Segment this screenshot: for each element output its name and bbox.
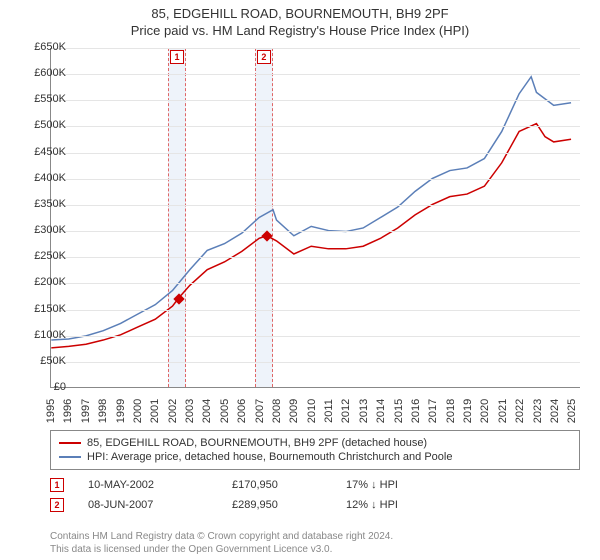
x-axis-label: 2023 <box>532 396 544 426</box>
gridline-horizontal <box>51 126 580 127</box>
gridline-horizontal <box>51 257 580 258</box>
footer-line-1: Contains HM Land Registry data © Crown c… <box>50 530 580 543</box>
legend-label-price-paid: 85, EDGEHILL ROAD, BOURNEMOUTH, BH9 2PF … <box>87 437 427 449</box>
y-axis-label: £100K <box>22 329 66 341</box>
x-axis-label: 2001 <box>149 396 161 426</box>
x-axis-label: 2015 <box>393 396 405 426</box>
gridline-horizontal <box>51 362 580 363</box>
y-axis-label: £250K <box>22 250 66 262</box>
x-axis-label: 2011 <box>323 396 335 426</box>
legend-label-hpi: HPI: Average price, detached house, Bour… <box>87 451 452 463</box>
chart-title-block: 85, EDGEHILL ROAD, BOURNEMOUTH, BH9 2PF … <box>0 0 600 38</box>
x-axis-label: 2003 <box>184 396 196 426</box>
gridline-horizontal <box>51 100 580 101</box>
gridline-horizontal <box>51 205 580 206</box>
x-axis-label: 2002 <box>167 396 179 426</box>
transaction-date: 08-JUN-2007 <box>88 499 208 511</box>
x-axis-label: 2000 <box>132 396 144 426</box>
x-axis-label: 1995 <box>45 396 57 426</box>
y-axis-label: £450K <box>22 146 66 158</box>
y-axis-label: £0 <box>22 381 66 393</box>
x-axis-label: 2016 <box>410 396 422 426</box>
y-axis-label: £200K <box>22 276 66 288</box>
transaction-price: £170,950 <box>232 479 322 491</box>
transaction-flag-icon: 2 <box>50 498 64 512</box>
gridline-horizontal <box>51 74 580 75</box>
x-axis-label: 2006 <box>236 396 248 426</box>
x-axis-label: 2025 <box>566 396 578 426</box>
transaction-price: £289,950 <box>232 499 322 511</box>
x-axis-label: 2010 <box>306 396 318 426</box>
y-axis-label: £600K <box>22 67 66 79</box>
gridline-horizontal <box>51 179 580 180</box>
y-axis-label: £550K <box>22 93 66 105</box>
x-axis-label: 2022 <box>514 396 526 426</box>
band-flag-icon: 1 <box>170 50 184 64</box>
footer-line-2: This data is licensed under the Open Gov… <box>50 543 580 556</box>
x-axis-label: 2020 <box>479 396 491 426</box>
transaction-date: 10-MAY-2002 <box>88 479 208 491</box>
transaction-delta: 12% ↓ HPI <box>346 499 446 511</box>
x-axis-label: 1998 <box>97 396 109 426</box>
y-axis-label: £400K <box>22 172 66 184</box>
chart-title-address: 85, EDGEHILL ROAD, BOURNEMOUTH, BH9 2PF <box>0 6 600 21</box>
legend-row-hpi: HPI: Average price, detached house, Bour… <box>59 451 571 463</box>
x-axis-label: 2018 <box>445 396 457 426</box>
x-axis-label: 2021 <box>497 396 509 426</box>
gridline-horizontal <box>51 48 580 49</box>
gridline-horizontal <box>51 336 580 337</box>
x-axis-label: 1999 <box>115 396 127 426</box>
x-axis-label: 2013 <box>358 396 370 426</box>
y-axis-label: £350K <box>22 198 66 210</box>
gridline-horizontal <box>51 310 580 311</box>
transaction-flag-icon: 1 <box>50 478 64 492</box>
y-axis-label: £300K <box>22 224 66 236</box>
x-axis-label: 2024 <box>549 396 561 426</box>
x-axis-label: 2019 <box>462 396 474 426</box>
chart-legend: 85, EDGEHILL ROAD, BOURNEMOUTH, BH9 2PF … <box>50 430 580 470</box>
x-axis-label: 1997 <box>80 396 92 426</box>
x-axis-label: 2012 <box>340 396 352 426</box>
transaction-row: 1 10-MAY-2002 £170,950 17% ↓ HPI <box>50 478 580 492</box>
x-axis-label: 2017 <box>427 396 439 426</box>
x-axis-label: 2008 <box>271 396 283 426</box>
transactions-table: 1 10-MAY-2002 £170,950 17% ↓ HPI 2 08-JU… <box>50 478 580 518</box>
transaction-delta: 17% ↓ HPI <box>346 479 446 491</box>
gridline-horizontal <box>51 283 580 284</box>
legend-swatch-price-paid <box>59 442 81 444</box>
x-axis-label: 2009 <box>288 396 300 426</box>
x-axis-label: 2014 <box>375 396 387 426</box>
x-axis-label: 2007 <box>254 396 266 426</box>
y-axis-label: £500K <box>22 119 66 131</box>
x-axis-label: 2005 <box>219 396 231 426</box>
y-axis-label: £150K <box>22 303 66 315</box>
series-line-price_paid <box>51 124 571 348</box>
band-flag-icon: 2 <box>257 50 271 64</box>
transaction-row: 2 08-JUN-2007 £289,950 12% ↓ HPI <box>50 498 580 512</box>
chart-plot-area: 1995199619971998199920002001200220032004… <box>50 48 580 388</box>
gridline-horizontal <box>51 231 580 232</box>
chart-title-subtitle: Price paid vs. HM Land Registry's House … <box>0 23 600 38</box>
gridline-horizontal <box>51 153 580 154</box>
legend-swatch-hpi <box>59 456 81 458</box>
y-axis-label: £650K <box>22 41 66 53</box>
legend-row-price-paid: 85, EDGEHILL ROAD, BOURNEMOUTH, BH9 2PF … <box>59 437 571 449</box>
x-axis-label: 2004 <box>201 396 213 426</box>
series-line-hpi <box>51 77 571 340</box>
x-axis-label: 1996 <box>62 396 74 426</box>
chart-footer: Contains HM Land Registry data © Crown c… <box>50 530 580 556</box>
y-axis-label: £50K <box>22 355 66 367</box>
